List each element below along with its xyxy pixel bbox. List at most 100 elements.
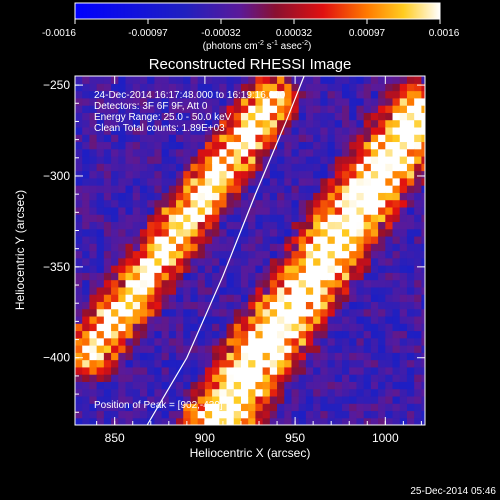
heatmap-cell bbox=[212, 410, 220, 419]
heatmap-cell bbox=[334, 192, 343, 201]
heatmap-cell bbox=[327, 97, 336, 106]
heatmap-cell bbox=[75, 141, 83, 150]
heatmap-cell bbox=[363, 294, 372, 302]
heatmap-cell bbox=[82, 134, 91, 143]
heatmap-cell bbox=[421, 83, 425, 92]
heatmap-cell bbox=[190, 265, 199, 273]
heatmap-cell bbox=[262, 294, 271, 302]
heatmap-cell bbox=[291, 330, 300, 339]
heatmap-cell bbox=[284, 119, 293, 128]
heatmap-cell bbox=[406, 90, 415, 99]
heatmap-cell bbox=[291, 83, 300, 92]
heatmap-cell bbox=[176, 228, 184, 237]
heatmap-cell bbox=[414, 163, 422, 172]
heatmap-cell bbox=[82, 192, 91, 201]
heatmap-cell bbox=[399, 112, 408, 121]
heatmap-cell bbox=[298, 337, 307, 346]
heatmap-cell bbox=[190, 126, 199, 135]
heatmap-cell bbox=[103, 155, 112, 164]
heatmap-cell bbox=[248, 381, 257, 390]
heatmap-cell bbox=[190, 141, 199, 150]
heatmap-cell bbox=[118, 206, 127, 215]
heatmap-cell bbox=[349, 388, 358, 397]
heatmap-cell bbox=[96, 221, 105, 230]
heatmap-cell bbox=[385, 155, 394, 164]
heatmap-cell bbox=[103, 148, 112, 157]
heatmap-cell bbox=[147, 148, 155, 157]
heatmap-cell bbox=[147, 323, 155, 332]
heatmap-cell bbox=[255, 337, 264, 346]
heatmap-cell bbox=[125, 345, 134, 353]
heatmap-cell bbox=[327, 76, 336, 84]
heatmap-cell bbox=[363, 381, 372, 390]
heatmap-cell bbox=[320, 105, 329, 113]
heatmap-cell bbox=[212, 301, 220, 310]
heatmap-cell bbox=[139, 403, 148, 412]
heatmap-cell bbox=[291, 155, 300, 164]
heatmap-cell bbox=[370, 301, 379, 310]
heatmap-cell bbox=[349, 315, 358, 324]
heatmap-cell bbox=[305, 301, 314, 310]
heatmap-cell bbox=[183, 155, 192, 164]
heatmap-cell bbox=[320, 257, 329, 266]
heatmap-cell bbox=[342, 126, 350, 135]
heatmap-cell bbox=[176, 206, 184, 215]
heatmap-cell bbox=[139, 265, 148, 273]
heatmap-cell bbox=[147, 221, 155, 230]
heatmap-cell bbox=[269, 155, 278, 164]
heatmap-cell bbox=[356, 105, 365, 113]
heatmap-cell bbox=[248, 170, 257, 179]
heatmap-cell bbox=[313, 374, 321, 382]
heatmap-cell bbox=[226, 345, 235, 353]
heatmap-cell bbox=[176, 403, 184, 412]
heatmap-cell bbox=[421, 134, 425, 143]
heatmap-cell bbox=[96, 126, 105, 135]
heatmap-cell bbox=[233, 83, 242, 92]
heatmap-cell bbox=[327, 352, 336, 361]
heatmap-cell bbox=[125, 286, 134, 295]
heatmap-cell bbox=[226, 257, 235, 266]
heatmap-cell bbox=[82, 279, 91, 288]
heatmap-cell bbox=[89, 330, 98, 339]
heatmap-cell bbox=[154, 170, 163, 179]
heatmap-cell bbox=[132, 228, 141, 237]
heatmap-cell bbox=[118, 315, 127, 324]
heatmap-cell bbox=[334, 345, 343, 353]
heatmap-cell bbox=[255, 359, 264, 368]
heatmap-cell bbox=[118, 352, 127, 361]
heatmap-cell bbox=[370, 308, 379, 317]
heatmap-cell bbox=[399, 214, 408, 223]
heatmap-cell bbox=[204, 272, 213, 281]
heatmap-cell bbox=[154, 206, 163, 215]
heatmap-cell bbox=[298, 395, 307, 404]
heatmap-cell bbox=[176, 221, 184, 230]
heatmap-cell bbox=[183, 105, 192, 113]
heatmap-cell bbox=[89, 228, 98, 237]
observation-info: 24-Dec-2014 16:17:48.000 to 16:19:16.000… bbox=[94, 90, 286, 134]
heatmap-cell bbox=[118, 337, 127, 346]
heatmap-cell bbox=[313, 294, 321, 302]
heatmap-cell bbox=[406, 199, 415, 208]
heatmap-cell bbox=[414, 185, 422, 193]
heatmap-cell bbox=[327, 250, 336, 259]
heatmap-cell bbox=[111, 141, 119, 150]
heatmap-cell bbox=[342, 148, 350, 157]
heatmap-cell bbox=[370, 279, 379, 288]
heatmap-cell bbox=[262, 345, 271, 353]
heatmap-cell bbox=[356, 90, 365, 99]
heatmap-cell bbox=[255, 221, 264, 230]
heatmap-cell bbox=[305, 330, 314, 339]
heatmap-cell bbox=[320, 83, 329, 92]
heatmap-cell bbox=[399, 279, 408, 288]
x-tick-label: 900 bbox=[195, 431, 215, 445]
heatmap-cell bbox=[342, 90, 350, 99]
heatmap-cell bbox=[421, 163, 425, 172]
heatmap-cell bbox=[154, 148, 163, 157]
heatmap-cell bbox=[118, 272, 127, 281]
heatmap-cell bbox=[233, 214, 242, 223]
heatmap-cell bbox=[204, 366, 213, 375]
heatmap-cell bbox=[139, 163, 148, 172]
heatmap-cell bbox=[342, 250, 350, 259]
heatmap-cell bbox=[255, 294, 264, 302]
heatmap-cell bbox=[118, 381, 127, 390]
